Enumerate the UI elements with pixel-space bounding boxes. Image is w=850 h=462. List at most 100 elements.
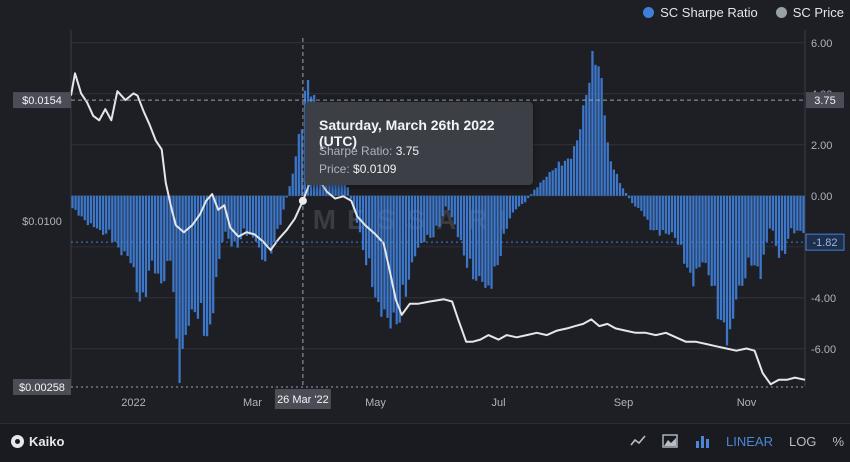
sharpe-bar <box>453 195 456 225</box>
sharpe-bar <box>114 195 117 242</box>
legend-item-price[interactable]: SC Price <box>775 5 844 20</box>
sharpe-bar <box>765 195 768 242</box>
brand-name: Kaiko <box>29 434 65 449</box>
area-chart-icon[interactable] <box>662 433 678 449</box>
sharpe-bar <box>447 195 450 211</box>
bar-chart-icon[interactable] <box>694 433 710 449</box>
sharpe-bar <box>676 195 680 245</box>
left-axis-label: $0.0100 <box>22 216 62 228</box>
sharpe-bar <box>624 192 628 196</box>
sharpe-bar <box>450 195 453 218</box>
sharpe-bar <box>475 195 478 281</box>
sharpe-bar <box>358 195 362 233</box>
sharpe-bar <box>667 195 671 235</box>
right-axis-tick-label: 0.00 <box>811 191 832 203</box>
sharpe-bar <box>365 195 368 266</box>
sharpe-bar <box>86 195 89 226</box>
sharpe-bar <box>141 195 144 293</box>
sharpe-bar <box>178 195 181 383</box>
sharpe-bar <box>108 195 111 230</box>
sharpe-bar <box>539 182 542 196</box>
sharpe-bar <box>138 195 141 302</box>
sharpe-bar <box>172 195 175 293</box>
left-axis-marker-box <box>13 92 71 109</box>
sharpe-bar <box>294 156 297 196</box>
sharpe-bar <box>416 195 420 248</box>
sharpe-bar <box>780 195 784 251</box>
sharpe-bar <box>420 195 423 244</box>
price-line-layer <box>70 72 806 386</box>
sharpe-bar <box>768 195 771 229</box>
sharpe-bar <box>548 172 551 196</box>
tooltip-sharpe-row: Sharpe Ratio: 3.75 <box>319 144 419 158</box>
sharpe-bar <box>423 195 426 243</box>
sharpe-bar <box>181 195 184 349</box>
percent-scale-button[interactable]: % <box>832 433 844 449</box>
right-axis-tick-label: 2.00 <box>811 140 832 152</box>
sharpe-bar <box>270 195 273 254</box>
sharpe-bar <box>401 195 404 285</box>
sharpe-bar <box>747 195 750 258</box>
sharpe-bar <box>771 195 775 231</box>
sharpe-bar <box>123 195 126 252</box>
sharpe-bar <box>218 195 221 259</box>
sharpe-bar <box>569 158 573 196</box>
sharpe-bar <box>239 195 242 240</box>
sharpe-bar <box>478 195 481 277</box>
sharpe-bar <box>190 195 193 310</box>
sharpe-bar <box>588 82 591 196</box>
sharpe-bar <box>670 195 674 233</box>
sharpe-bar <box>704 195 707 263</box>
linear-scale-button[interactable]: LINEAR <box>726 433 773 449</box>
sharpe-bar <box>631 195 634 204</box>
sharpe-bar <box>438 195 441 227</box>
sharpe-bar <box>722 195 726 323</box>
tooltip-price-value: $0.0109 <box>353 162 397 176</box>
sharpe-bar <box>468 195 472 259</box>
right-axis-marker-box <box>806 92 844 109</box>
sharpe-bar <box>664 195 667 234</box>
sharpe-bar <box>276 195 279 229</box>
sharpe-bar <box>221 195 224 243</box>
left-axis-label: $0.0154 <box>22 95 62 107</box>
sharpe-bar <box>701 195 704 263</box>
sharpe-bar <box>196 195 200 319</box>
sharpe-bar <box>160 195 163 284</box>
sharpe-bar <box>126 195 129 257</box>
sharpe-bar <box>410 195 414 263</box>
sharpe-bar <box>796 195 799 231</box>
chart-tools: LINEAR LOG % <box>630 433 844 449</box>
sharpe-bar <box>689 195 692 273</box>
sharpe-bar <box>413 195 417 257</box>
sharpe-bar <box>254 195 258 242</box>
sharpe-bar <box>74 195 77 210</box>
sharpe-bar <box>212 195 215 314</box>
sharpe-bar <box>261 195 264 260</box>
sharpe-bar <box>80 195 83 217</box>
legend-dot-sharpe <box>643 6 655 18</box>
sharpe-bar <box>514 195 518 210</box>
sharpe-bar <box>429 195 432 238</box>
sharpe-bar <box>542 179 545 196</box>
sharpe-bar <box>508 195 511 219</box>
sharpe-bar <box>597 66 600 196</box>
sharpe-bar <box>169 195 172 261</box>
legend-item-sharpe[interactable]: SC Sharpe Ratio <box>643 5 758 20</box>
log-scale-button[interactable]: LOG <box>788 433 817 449</box>
sharpe-bar <box>566 158 570 196</box>
sharpe-bar <box>251 195 255 238</box>
legend-label-sharpe: SC Sharpe Ratio <box>660 4 758 20</box>
sharpe-bar <box>753 195 756 266</box>
sharpe-bar <box>83 195 86 221</box>
sharpe-bar <box>441 195 444 217</box>
sharpe-bar <box>101 195 105 235</box>
sharpe-bar <box>282 195 285 210</box>
sharpe-bar <box>288 186 291 196</box>
sharpe-bar <box>719 195 723 321</box>
sharpe-bar <box>163 195 166 282</box>
sharpe-bar <box>585 94 588 196</box>
sharpe-bar <box>144 195 148 297</box>
sharpe-bar <box>205 195 209 337</box>
line-chart-icon[interactable] <box>630 433 646 449</box>
